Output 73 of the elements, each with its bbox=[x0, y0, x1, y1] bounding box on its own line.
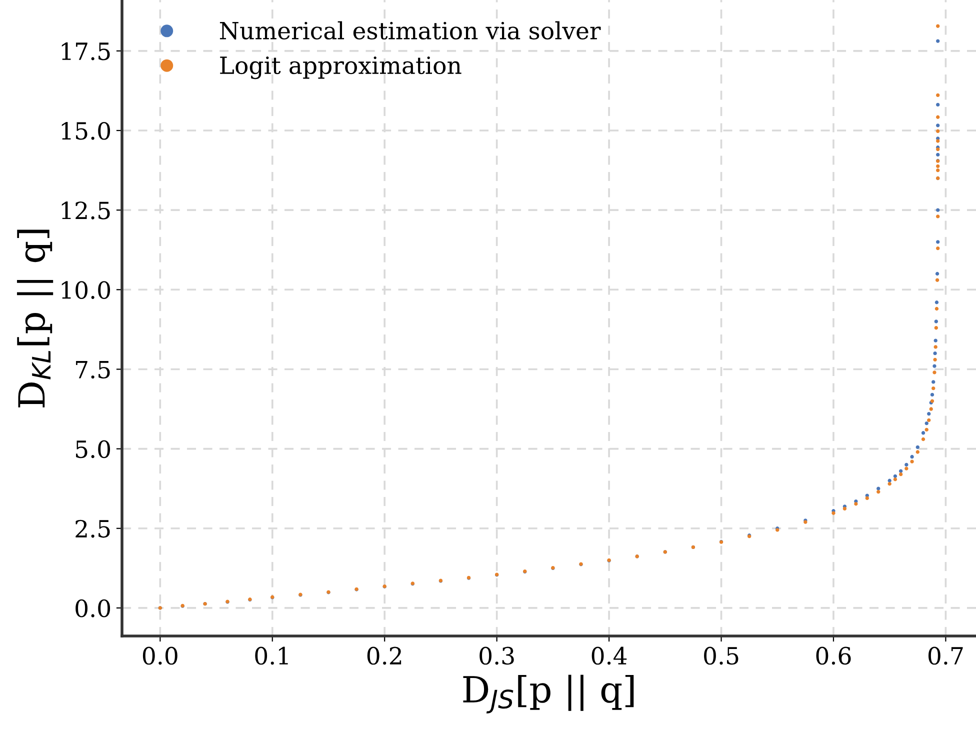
point bbox=[932, 380, 936, 384]
point bbox=[929, 407, 933, 411]
x-tick-label: 0.0 bbox=[142, 646, 178, 665]
legend-label: Logit approximation bbox=[220, 56, 462, 80]
point bbox=[934, 306, 939, 311]
point bbox=[916, 445, 920, 450]
point bbox=[936, 214, 940, 218]
point bbox=[927, 412, 931, 416]
point bbox=[904, 466, 908, 470]
x-tick-label: 0.7 bbox=[928, 646, 963, 665]
y-tick-label: 10.0 bbox=[62, 281, 110, 299]
point bbox=[936, 102, 940, 107]
y-tick-label: 15.0 bbox=[62, 122, 110, 140]
x-tick-label: 0.4 bbox=[592, 646, 627, 665]
point bbox=[936, 152, 940, 157]
point bbox=[910, 454, 914, 459]
x-tick-label: 0.1 bbox=[255, 646, 288, 665]
legend-label: Numerical estimation via solver bbox=[220, 21, 601, 40]
point bbox=[898, 469, 903, 473]
point bbox=[865, 496, 869, 500]
point bbox=[936, 39, 940, 43]
point bbox=[921, 437, 926, 442]
point bbox=[924, 428, 928, 432]
point bbox=[854, 502, 858, 506]
point bbox=[932, 386, 936, 390]
point bbox=[936, 246, 940, 250]
point bbox=[924, 422, 928, 426]
point bbox=[936, 124, 940, 128]
point bbox=[930, 392, 934, 397]
point bbox=[936, 115, 940, 119]
point bbox=[893, 478, 898, 482]
y-tick-label: 5.0 bbox=[76, 440, 110, 458]
point bbox=[888, 478, 892, 482]
point bbox=[936, 139, 940, 143]
point bbox=[934, 300, 939, 304]
point bbox=[936, 164, 940, 168]
point bbox=[935, 272, 940, 276]
point bbox=[936, 93, 940, 98]
point bbox=[936, 240, 940, 244]
point bbox=[876, 486, 880, 490]
point bbox=[933, 351, 937, 356]
x-tick-label: 0.5 bbox=[704, 646, 738, 665]
point bbox=[935, 278, 940, 282]
point bbox=[888, 482, 892, 486]
y-axis-title: D$_{KL}$[p || q] bbox=[16, 230, 54, 408]
point bbox=[934, 338, 938, 342]
point bbox=[876, 490, 880, 494]
point bbox=[936, 24, 940, 28]
point bbox=[893, 474, 898, 478]
point bbox=[934, 326, 938, 330]
x-tick-label: 0.3 bbox=[480, 646, 514, 665]
point bbox=[936, 129, 940, 133]
x-tick-label: 0.2 bbox=[367, 646, 402, 665]
y-tick-label: 2.5 bbox=[76, 520, 110, 538]
point bbox=[916, 450, 920, 454]
point bbox=[934, 345, 938, 349]
point bbox=[936, 208, 940, 212]
point bbox=[904, 462, 908, 467]
y-tick-label: 7.5 bbox=[76, 360, 110, 379]
point bbox=[936, 168, 940, 172]
point bbox=[921, 431, 926, 435]
point bbox=[898, 472, 903, 476]
point bbox=[934, 320, 938, 324]
point bbox=[927, 418, 931, 422]
x-axis-title: D$_{JS}$[p || q] bbox=[463, 674, 634, 714]
point bbox=[933, 358, 937, 362]
y-tick-label: 0.0 bbox=[76, 599, 110, 618]
y-tick-label: 12.5 bbox=[62, 202, 110, 220]
point bbox=[910, 460, 914, 464]
y-tick-label: 17.5 bbox=[62, 42, 110, 60]
point bbox=[932, 364, 936, 368]
point bbox=[932, 370, 936, 374]
x-tick-label: 0.6 bbox=[816, 646, 851, 665]
